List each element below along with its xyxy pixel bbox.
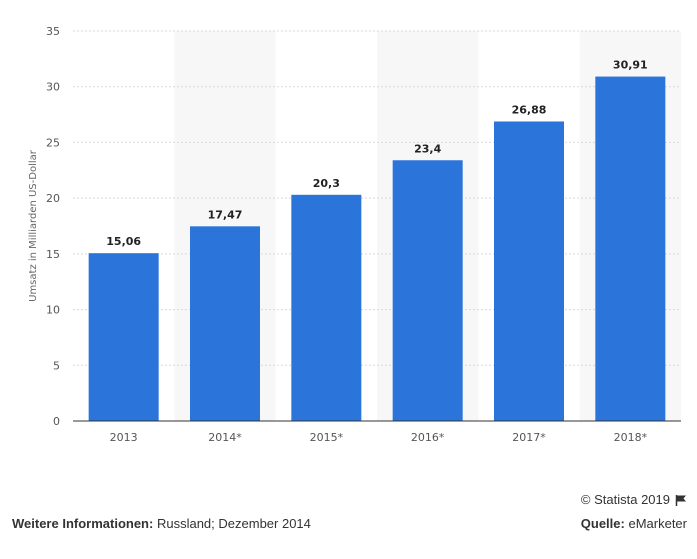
copyright-text: © Statista 2019 — [580, 492, 670, 507]
y-tick-label: 25 — [46, 136, 60, 149]
more-info: Weitere Informationen: Russland; Dezembe… — [12, 516, 311, 531]
bars — [88, 76, 666, 422]
info-text: Russland; Dezember 2014 — [156, 516, 311, 531]
data-label: 20,3 — [313, 177, 340, 190]
data-label: 30,91 — [613, 59, 648, 72]
x-tick-label: 2018* — [614, 431, 648, 444]
y-tick-label: 15 — [46, 248, 60, 261]
source-label: Quelle: — [580, 516, 625, 531]
y-tick-label: 35 — [46, 25, 60, 38]
bar[interactable] — [392, 160, 463, 421]
y-tick-label: 0 — [53, 415, 60, 428]
bar[interactable] — [494, 121, 564, 421]
y-tick-label: 30 — [46, 81, 60, 94]
x-tick-label: 2015* — [310, 431, 344, 444]
bar[interactable] — [190, 226, 260, 421]
x-tick-label: 2014* — [208, 431, 242, 444]
data-label: 15,06 — [106, 235, 141, 248]
data-label: 17,47 — [208, 208, 243, 221]
y-axis-ticks: 0 5 10 15 20 25 30 35 — [46, 25, 60, 428]
info-label: Weitere Informationen: — [12, 516, 154, 531]
x-tick-label: 2017* — [512, 431, 546, 444]
x-axis-ticks: 2013 2014* 2015* 2016* 2017* 2018* — [110, 431, 648, 444]
y-tick-label: 10 — [46, 304, 60, 317]
data-label: 26,88 — [512, 103, 547, 116]
source-text: eMarketer — [628, 516, 687, 531]
y-tick-label: 20 — [46, 192, 60, 205]
flag-icon[interactable] — [675, 494, 687, 506]
data-labels: 15,06 17,47 20,3 23,4 26,88 30,91 — [106, 59, 647, 249]
bar[interactable] — [88, 253, 159, 421]
data-label: 23,4 — [414, 142, 441, 155]
gridlines — [73, 30, 681, 366]
y-tick-label: 5 — [53, 359, 60, 372]
x-tick-label: 2016* — [411, 431, 445, 444]
bar[interactable] — [595, 76, 666, 422]
x-tick-label: 2013 — [110, 431, 138, 444]
y-axis-title: Umsatz in Milliarden US-Dollar — [28, 149, 39, 302]
copyright-notice: © Statista 2019 — [581, 492, 687, 507]
bar-chart: 0 5 10 15 20 25 30 35 15,06 17,47 20,3 23,4 26,88 30… — [28, 25, 681, 444]
bar[interactable] — [291, 194, 362, 421]
source: Quelle: eMarketer — [581, 516, 687, 531]
